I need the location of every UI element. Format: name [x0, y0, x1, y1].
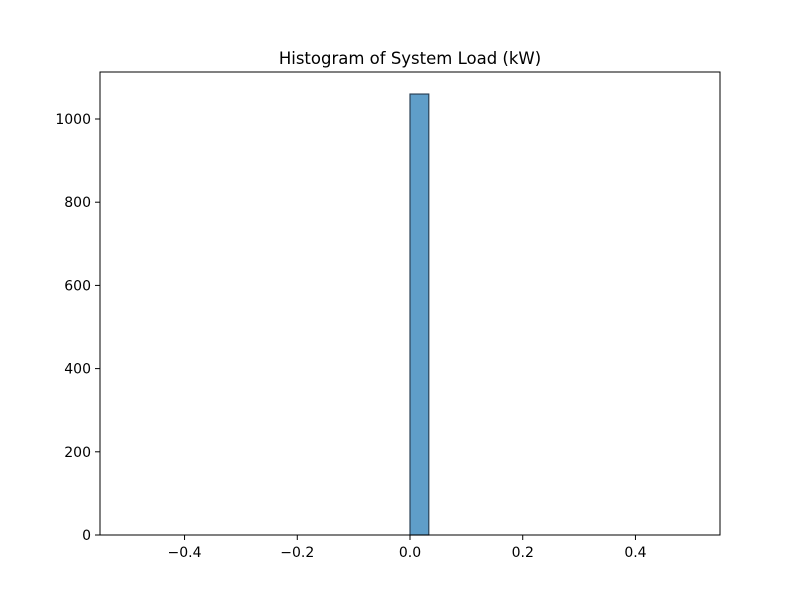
x-tick-label: 0.2	[512, 545, 534, 561]
histogram-bars	[409, 93, 430, 536]
chart-title: Histogram of System Load (kW)	[279, 49, 541, 68]
x-tick-label: 0.0	[399, 545, 421, 561]
x-tick-label: −0.4	[168, 545, 202, 561]
y-tick-label: 800	[64, 195, 91, 211]
plot-frame	[99, 71, 721, 536]
x-axis: −0.4 −0.2 0.0 0.2 0.4	[168, 535, 647, 561]
y-tick-label: 200	[64, 445, 91, 461]
y-tick-label: 400	[64, 362, 91, 378]
y-tick-label: 600	[64, 278, 91, 294]
y-tick-label: 0	[82, 528, 91, 544]
y-tick-label: 1000	[55, 112, 91, 128]
x-tick-label: 0.4	[624, 545, 646, 561]
x-tick-label: −0.2	[280, 545, 314, 561]
histogram-bar	[409, 93, 430, 536]
y-axis: 0 200 400 600 800 1000	[55, 112, 100, 544]
